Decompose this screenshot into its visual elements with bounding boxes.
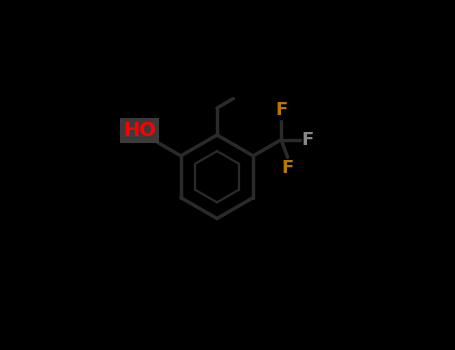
Text: F: F xyxy=(282,159,294,177)
Text: F: F xyxy=(301,131,313,149)
Text: F: F xyxy=(275,102,287,119)
Text: HO: HO xyxy=(123,121,156,140)
